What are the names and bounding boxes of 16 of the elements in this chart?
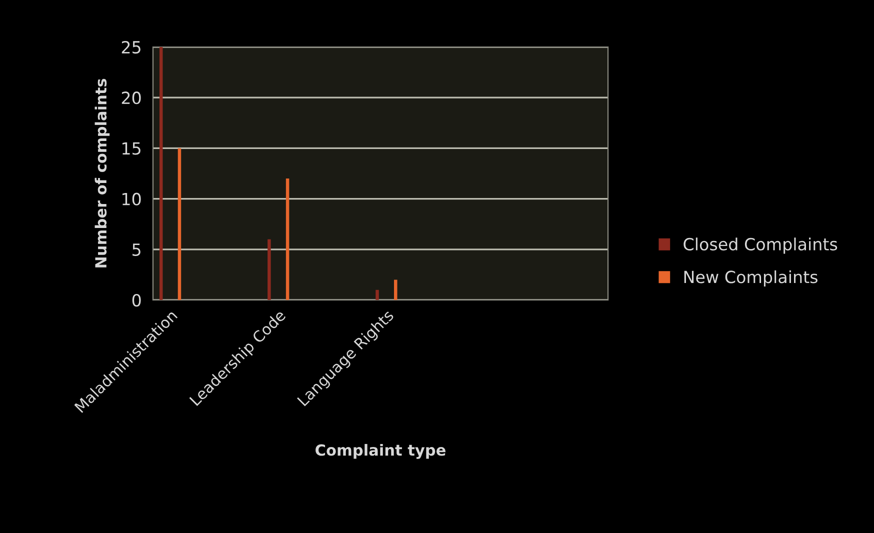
legend-label: Closed Complaints [684,238,838,254]
bar [178,148,182,300]
y-tick-label: 25 [122,40,140,54]
bar [394,280,398,300]
y-axis-title: Number of complaints [94,78,110,268]
bar [159,47,163,300]
bar [376,290,379,300]
y-tick-label: 15 [122,142,140,155]
x-axis-title: Complaint type [316,444,446,459]
legend-label: New Complaints [684,270,818,287]
bar [268,239,271,300]
bar [286,178,290,300]
y-tick-label: 20 [122,92,141,104]
y-tick-label: 0 [132,294,141,307]
y-tick-label: 10 [122,192,141,206]
y-tick-label: 5 [132,244,140,256]
